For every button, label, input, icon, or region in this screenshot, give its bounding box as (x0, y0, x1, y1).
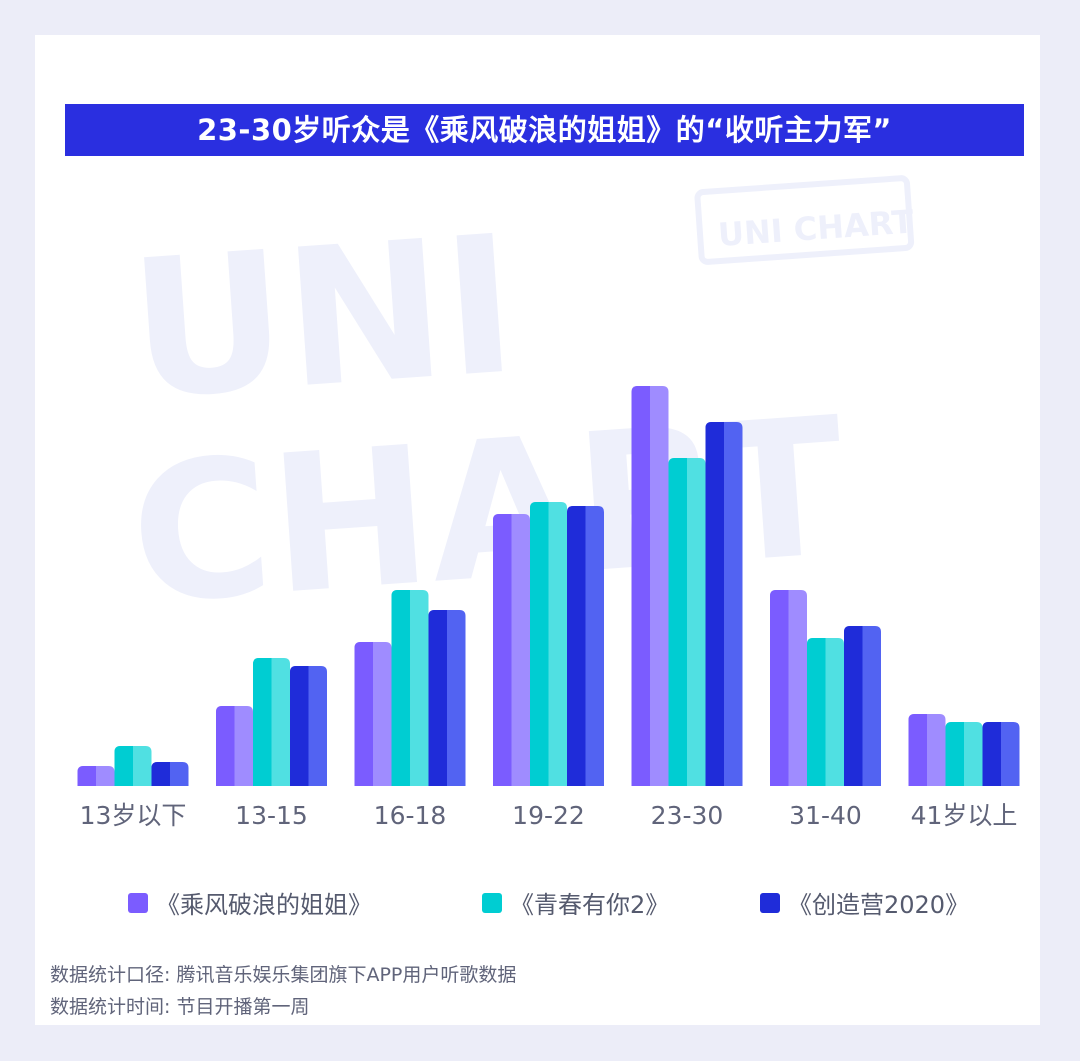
x-tick-label: 13-15 (235, 801, 308, 830)
legend-label: 《创造营2020》 (788, 891, 970, 919)
bar-shade (151, 762, 170, 786)
bar-1-7 (908, 714, 946, 786)
legend-label: 《乘风破浪的姐姐》 (156, 891, 372, 919)
legend-swatch (128, 892, 148, 913)
bar-1-4 (493, 514, 530, 786)
x-tick-label: 13岁以下 (80, 801, 187, 830)
watermark-text: UNI (124, 194, 522, 441)
bar-3-3 (428, 610, 466, 786)
bar-shade (705, 422, 724, 786)
bar-shade (77, 766, 96, 786)
legend-swatch (760, 892, 780, 913)
legend-label: 《青春有你2》 (510, 891, 670, 919)
x-tick-label: 16-18 (374, 801, 447, 830)
bar-1-2 (216, 706, 253, 786)
bar-2-4 (530, 502, 567, 786)
x-tick-label: 41岁以上 (911, 801, 1018, 830)
bar-3-7 (982, 722, 1020, 786)
bar-shade (807, 638, 826, 786)
bar-3-2 (290, 666, 327, 786)
bar-shade (114, 746, 133, 786)
bar-2-3 (391, 590, 429, 786)
legend-item: 《青春有你2》 (482, 885, 669, 920)
note-time: 数据统计时间: 节目开播第一周 (50, 996, 310, 1018)
bar-1-3 (354, 642, 392, 786)
bar-1-6 (770, 590, 807, 786)
legend-item: 《乘风破浪的姐姐》 (128, 885, 372, 920)
bar-shade (354, 642, 373, 786)
bar-shade (770, 590, 789, 786)
bar-2-5 (668, 458, 706, 786)
bar-shade (631, 386, 650, 786)
bar-3-5 (705, 422, 743, 786)
x-tick-label: 31-40 (789, 801, 862, 830)
bar-shade (982, 722, 1001, 786)
bar-1-5 (631, 386, 669, 786)
bar-1-1 (77, 766, 115, 786)
legend: 《乘风破浪的姐姐》 《青春有你2》 《创造营2020》 (0, 885, 1080, 925)
bar-shade (945, 722, 964, 786)
bar-shade (290, 666, 309, 786)
note-source: 数据统计口径: 腾讯音乐娱乐集团旗下APP用户听歌数据 (50, 964, 517, 986)
legend-swatch (482, 892, 502, 913)
legend-item: 《创造营2020》 (760, 885, 969, 920)
bar-shade (216, 706, 235, 786)
bar-shade (844, 626, 863, 786)
bar-2-2 (253, 658, 290, 786)
bar-3-6 (844, 626, 881, 786)
bar-2-1 (114, 746, 152, 786)
x-tick-label: 19-22 (512, 801, 585, 830)
bar-shade (668, 458, 687, 786)
bar-3-1 (151, 762, 189, 786)
bar-3-4 (567, 506, 604, 786)
bar-shade (253, 658, 272, 786)
bar-shade (567, 506, 586, 786)
bar-2-7 (945, 722, 983, 786)
x-tick-label: 23-30 (651, 801, 724, 830)
bar-shade (530, 502, 549, 786)
bar-shade (493, 514, 512, 786)
bar-shade (908, 714, 927, 786)
watermark-stamp: UNI CHART (717, 202, 915, 254)
bar-shade (428, 610, 447, 786)
bar-2-6 (807, 638, 844, 786)
bar-shade (391, 590, 410, 786)
chart-title: 23-30岁听众是《乘风破浪的姐姐》的“收听主力军” (65, 104, 1024, 156)
